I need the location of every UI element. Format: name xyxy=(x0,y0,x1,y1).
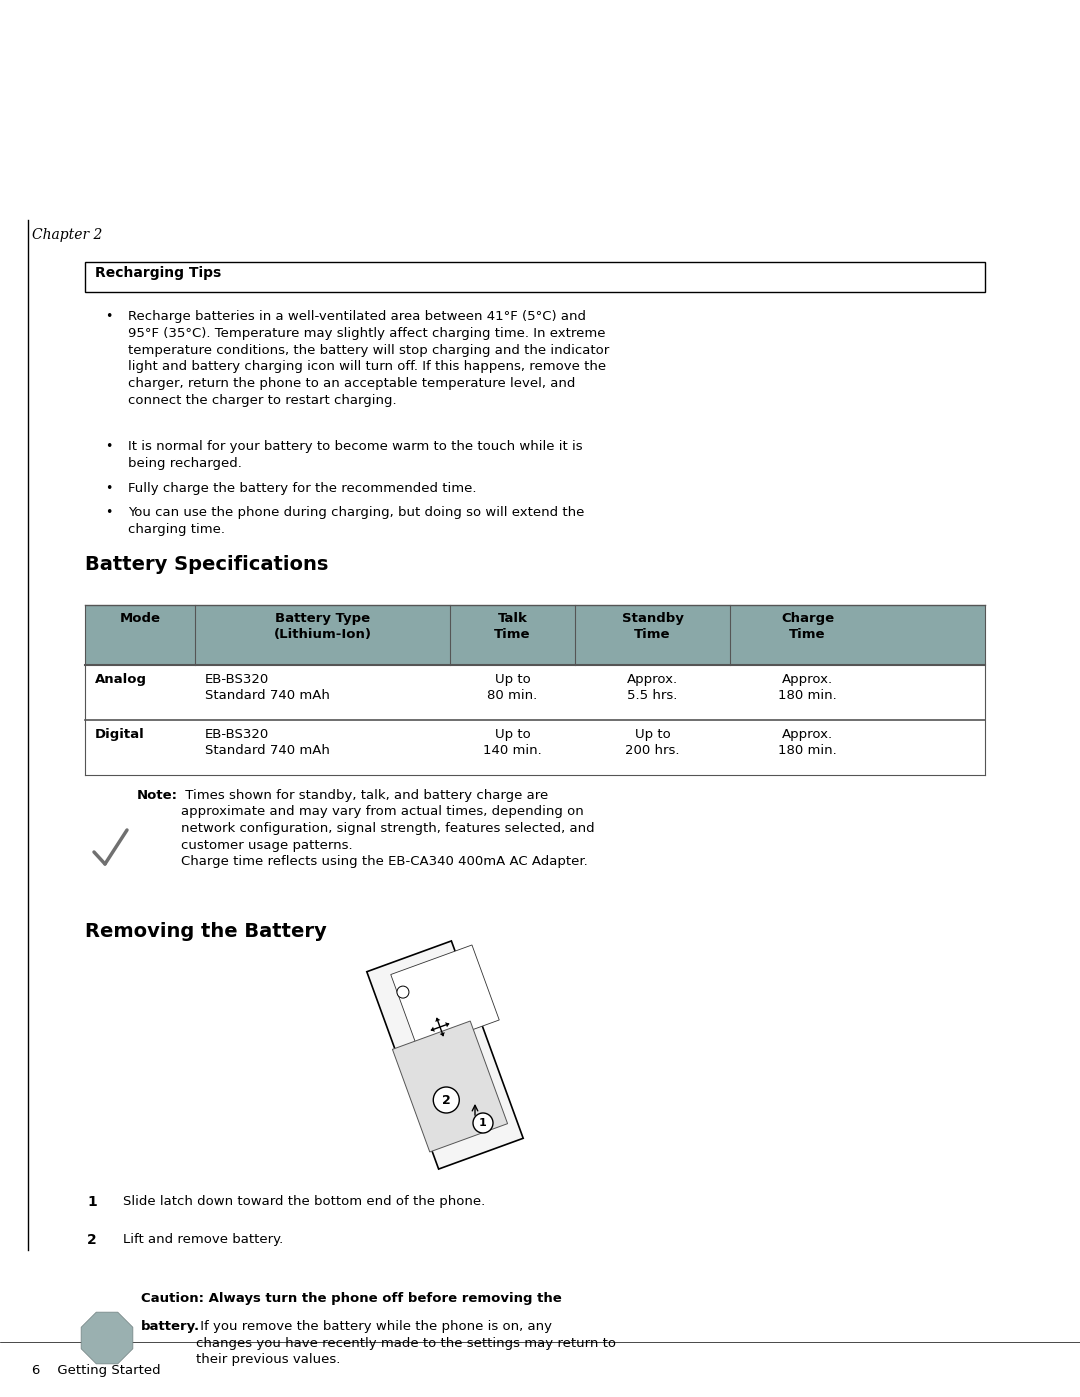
Text: •: • xyxy=(105,310,112,323)
Text: Digital: Digital xyxy=(95,728,145,740)
Text: Up to
80 min.: Up to 80 min. xyxy=(487,673,538,703)
Text: Note:: Note: xyxy=(137,789,178,802)
Polygon shape xyxy=(431,1027,435,1032)
Text: •: • xyxy=(105,506,112,520)
Bar xyxy=(85,605,985,665)
Bar xyxy=(85,263,985,292)
Text: •: • xyxy=(105,440,112,453)
Text: 2: 2 xyxy=(87,1234,97,1248)
Text: Approx.
5.5 hrs.: Approx. 5.5 hrs. xyxy=(626,673,678,703)
Text: •: • xyxy=(105,482,112,495)
Text: Approx.
180 min.: Approx. 180 min. xyxy=(778,673,837,703)
Text: You can use the phone during charging, but doing so will extend the
charging tim: You can use the phone during charging, b… xyxy=(129,506,584,536)
Polygon shape xyxy=(367,942,523,1169)
Text: Standby
Time: Standby Time xyxy=(622,612,684,640)
Text: Mode: Mode xyxy=(120,612,161,624)
Text: 2: 2 xyxy=(442,1094,450,1106)
Text: Times shown for standby, talk, and battery charge are
approximate and may vary f: Times shown for standby, talk, and batte… xyxy=(181,789,595,868)
Text: Recharge batteries in a well-ventilated area between 41°F (5°C) and
95°F (35°C).: Recharge batteries in a well-ventilated … xyxy=(129,310,609,407)
Text: Removing the Battery: Removing the Battery xyxy=(85,922,327,942)
Text: Battery Specifications: Battery Specifications xyxy=(85,555,328,574)
Text: battery.: battery. xyxy=(141,1320,200,1333)
Text: Slide latch down toward the bottom end of the phone.: Slide latch down toward the bottom end o… xyxy=(123,1194,485,1208)
Polygon shape xyxy=(440,1032,445,1037)
Text: 1: 1 xyxy=(87,1194,97,1208)
Circle shape xyxy=(473,1113,492,1133)
Circle shape xyxy=(397,986,409,997)
Text: 1: 1 xyxy=(480,1118,487,1127)
Circle shape xyxy=(433,1087,459,1113)
Text: Fully charge the battery for the recommended time.: Fully charge the battery for the recomme… xyxy=(129,482,476,495)
Polygon shape xyxy=(445,1023,449,1027)
Text: Lift and remove battery.: Lift and remove battery. xyxy=(123,1234,283,1246)
Text: Recharging Tips: Recharging Tips xyxy=(95,265,221,279)
Text: If you remove the battery while the phone is on, any
changes you have recently m: If you remove the battery while the phon… xyxy=(195,1320,616,1366)
Text: Caution: Always turn the phone off before removing the: Caution: Always turn the phone off befor… xyxy=(141,1292,562,1305)
Text: Chapter 2: Chapter 2 xyxy=(32,228,103,242)
Text: Analog: Analog xyxy=(95,673,147,686)
Polygon shape xyxy=(392,1021,508,1153)
Text: Up to
200 hrs.: Up to 200 hrs. xyxy=(625,728,679,757)
Polygon shape xyxy=(391,944,499,1049)
Text: Charge
Time: Charge Time xyxy=(781,612,834,640)
Text: Battery Type
(Lithium-Ion): Battery Type (Lithium-Ion) xyxy=(273,612,372,640)
Polygon shape xyxy=(435,1017,441,1021)
Text: Talk
Time: Talk Time xyxy=(495,612,530,640)
Text: It is normal for your battery to become warm to the touch while it is
being rech: It is normal for your battery to become … xyxy=(129,440,582,469)
Text: EB-BS320
Standard 740 mAh: EB-BS320 Standard 740 mAh xyxy=(205,673,329,703)
Polygon shape xyxy=(81,1312,133,1363)
Text: Approx.
180 min.: Approx. 180 min. xyxy=(778,728,837,757)
Text: 6    Getting Started: 6 Getting Started xyxy=(32,1363,161,1377)
Text: EB-BS320
Standard 740 mAh: EB-BS320 Standard 740 mAh xyxy=(205,728,329,757)
Text: Up to
140 min.: Up to 140 min. xyxy=(483,728,542,757)
